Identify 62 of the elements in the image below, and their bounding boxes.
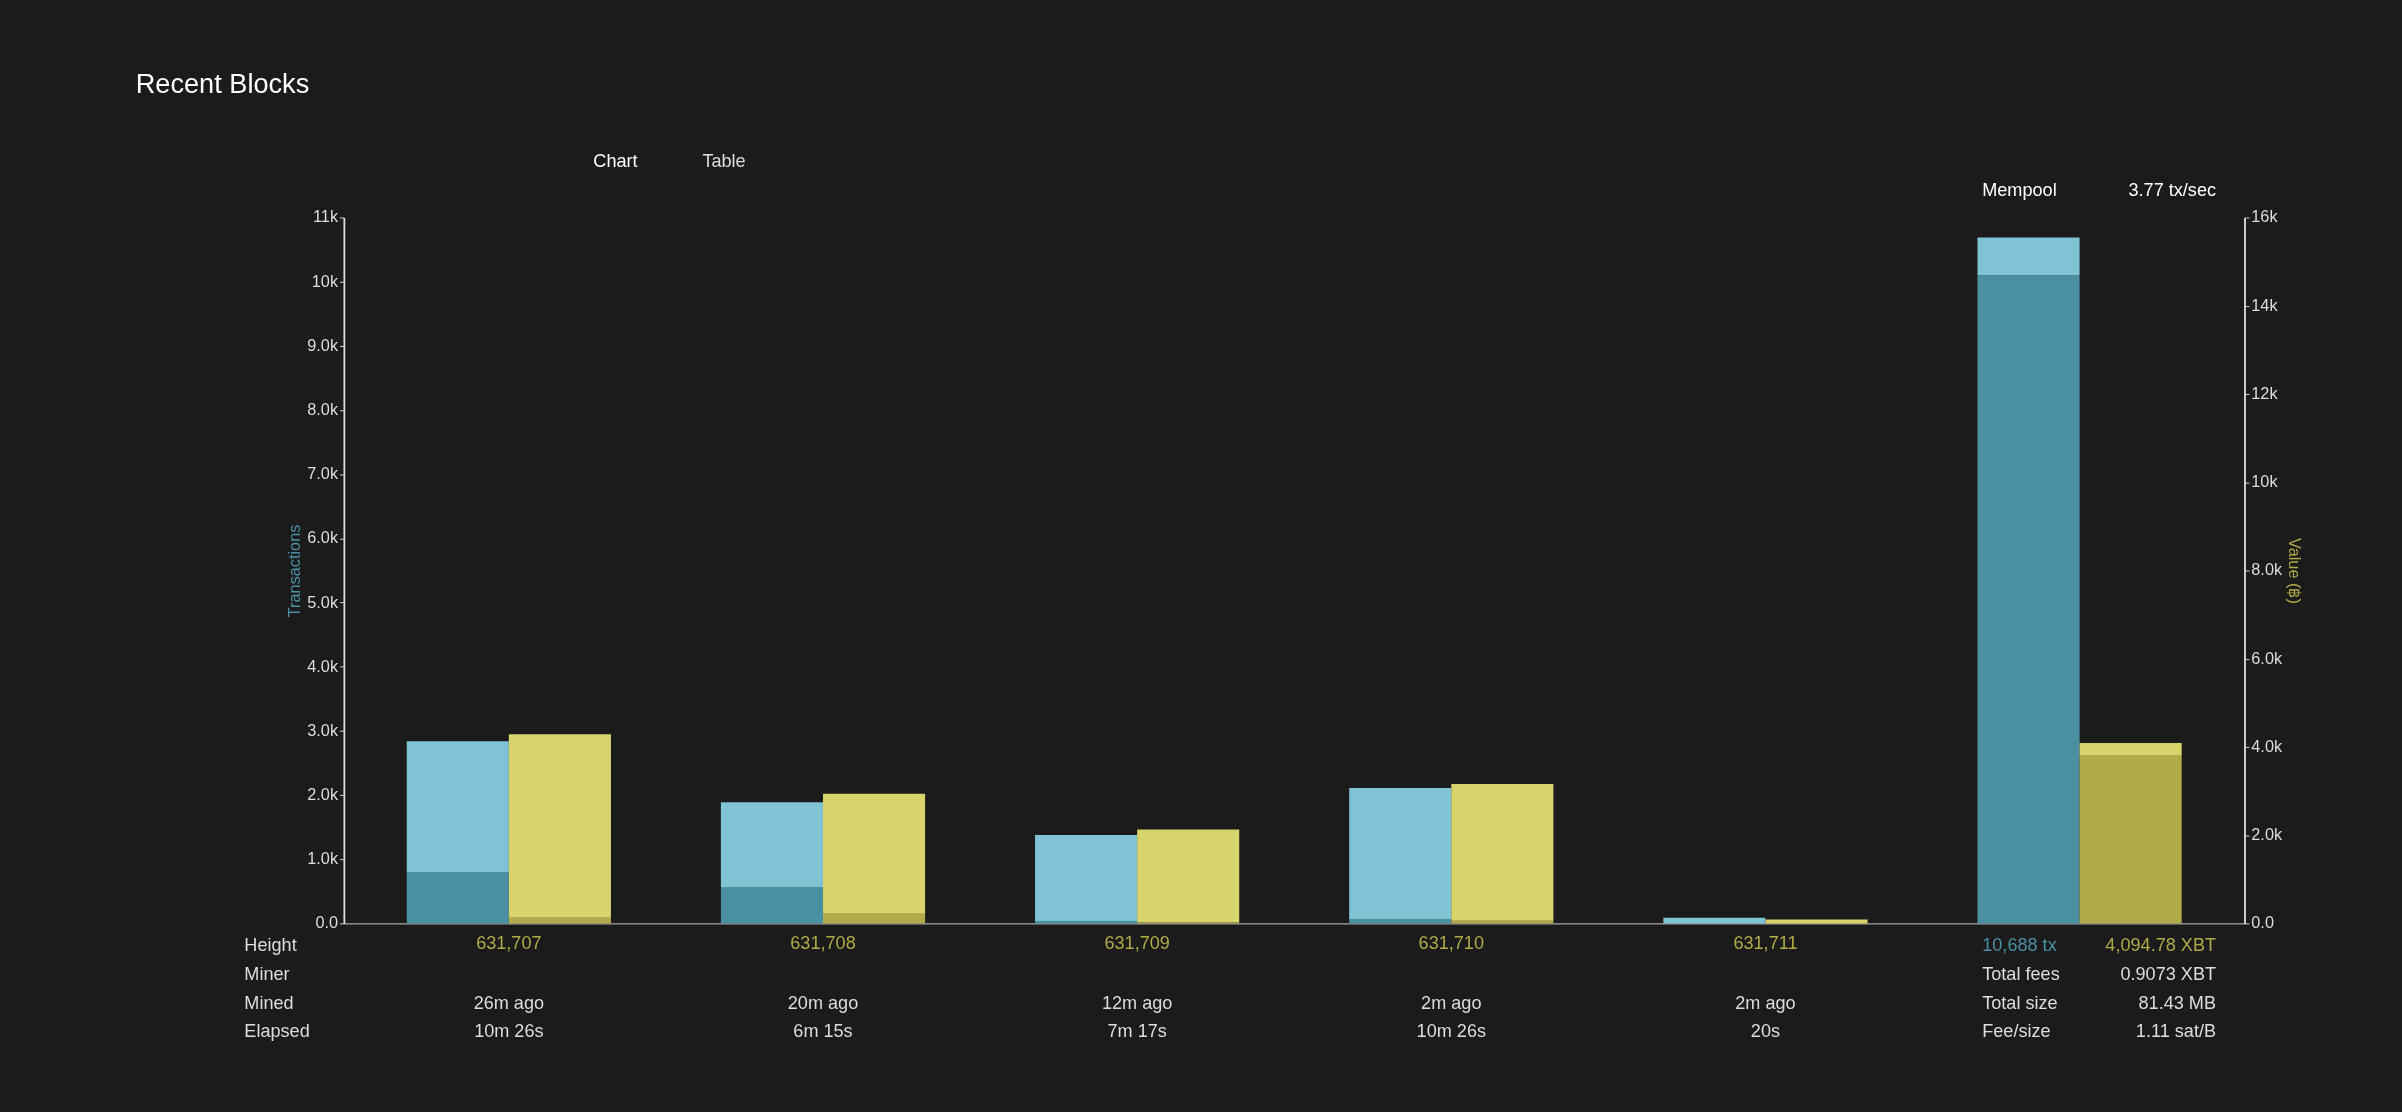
- text: 6m 15s: [793, 1021, 853, 1042]
- text: Fee/size: [1982, 1021, 2051, 1042]
- text: 1.11 sat/B: [2135, 1021, 2217, 1042]
- y-tick-label: 4.0k: [307, 656, 339, 675]
- y2-tick-label: 2.0k: [2251, 825, 2283, 844]
- text: 10m 26s: [474, 1021, 544, 1042]
- x-tick-label: 631,707: [476, 933, 542, 954]
- y2-tick-label: 16k: [2251, 207, 2279, 226]
- y2-tick-label: 4.0k: [2251, 736, 2283, 755]
- text: Total size: [1982, 992, 2058, 1013]
- text: 20s: [1750, 1021, 1781, 1042]
- y-tick-label: 7.0k: [307, 464, 339, 483]
- text: Mempool: [1982, 179, 2057, 200]
- text: 26m ago: [473, 992, 545, 1013]
- y-tick-label: 8.0k: [307, 400, 339, 419]
- y-tick-label: 9.0k: [307, 335, 339, 354]
- bar: [1977, 237, 2080, 276]
- y2-tick-label: 14k: [2251, 295, 2279, 314]
- text: 81.43 MB: [2138, 992, 2217, 1013]
- text: Elapsed: [244, 1021, 310, 1042]
- bar: [1977, 275, 2080, 924]
- bar: [2079, 742, 2182, 756]
- y-tick-label: 6.0k: [307, 528, 339, 547]
- bar: [823, 913, 926, 924]
- y2-tick-label: 6.0k: [2251, 648, 2283, 667]
- text: Miner: [244, 963, 290, 984]
- y2-tick-label: 12k: [2251, 383, 2279, 402]
- text: 7m 17s: [1107, 1021, 1167, 1042]
- x-tick-label: 631,709: [1104, 933, 1170, 954]
- y2-tick-label: 0.0: [2251, 913, 2274, 932]
- chart-title: Recent Blocks: [135, 67, 310, 99]
- bar: [720, 887, 823, 924]
- text: 2m ago: [1735, 992, 1796, 1013]
- x-tick-label: 631,711: [1733, 933, 1798, 954]
- text: 10m 26s: [1416, 1021, 1486, 1042]
- y-tick-label: 2.0k: [307, 785, 339, 804]
- bar: [2079, 755, 2182, 924]
- y-tick-label: 3.0k: [307, 720, 339, 739]
- y2-axis-title: Value (฿): [2286, 538, 2305, 604]
- y-tick-label: 1.0k: [307, 849, 339, 868]
- text: Height: [244, 934, 297, 955]
- text: 12m ago: [1101, 992, 1173, 1013]
- x-tick-label: 631,710: [1418, 933, 1484, 954]
- text: 3.77 tx/sec: [2128, 179, 2217, 200]
- y-tick-label: 5.0k: [307, 592, 339, 611]
- text: 0.9073 XBT: [2120, 963, 2217, 984]
- bar: [406, 872, 509, 924]
- y2-tick-label: 8.0k: [2251, 560, 2283, 579]
- text: 2m ago: [1421, 992, 1482, 1013]
- y-axis-title: Transactions: [285, 524, 303, 618]
- y-tick-label: 10k: [311, 271, 339, 290]
- text: Table: [702, 150, 746, 171]
- text: Total fees: [1982, 963, 2060, 984]
- text: 4,094.78 XBT: [2105, 934, 2217, 955]
- text: 20m ago: [787, 992, 859, 1013]
- y2-tick-label: 10k: [2251, 472, 2279, 491]
- y-tick-label: 11k: [312, 207, 339, 226]
- text: Mined: [244, 992, 294, 1013]
- x-tick-label: 631,708: [790, 933, 856, 954]
- text: 10,688 tx: [1982, 934, 2057, 955]
- y-tick-label: 0.0: [315, 913, 339, 932]
- text: Chart: [593, 150, 638, 171]
